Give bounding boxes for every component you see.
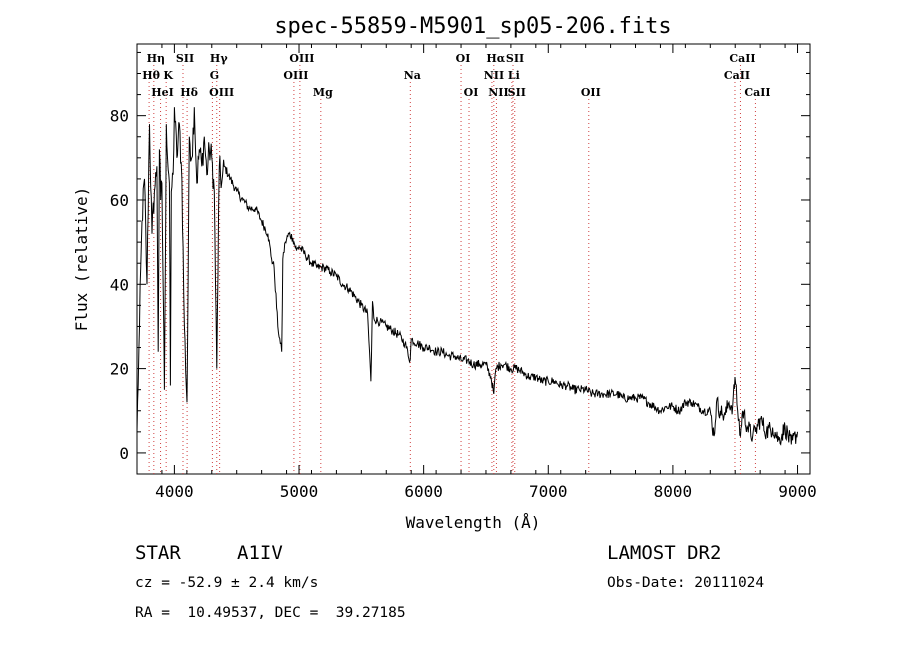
chart-title: spec-55859-M5901_sp05-206.fits — [274, 14, 671, 39]
redshift-velocity: cz = -52.9 ± 2.4 km/s — [135, 575, 319, 591]
object-class: STAR — [135, 542, 181, 564]
x-tick-label: 6000 — [404, 482, 443, 501]
axis-tick-labels: 4000 5000 6000 7000 8000 9000 0 20 40 60 80 — [110, 107, 817, 501]
spectral-line-label: CaII — [744, 86, 770, 99]
x-tick-label: 8000 — [654, 482, 693, 501]
spectral-line-label: SII — [508, 86, 526, 99]
spectral-line-label: HeI — [151, 86, 174, 99]
x-axis-label: Wavelength (Å) — [406, 513, 541, 532]
object-subclass: A1IV — [237, 542, 283, 564]
spectral-line-label: Hη — [147, 52, 165, 65]
spectral-line-label: OI — [456, 52, 471, 65]
spectral-line-markers — [148, 65, 756, 474]
y-axis-label: Flux (relative) — [72, 187, 91, 332]
spectral-line-label: Mg — [313, 86, 333, 99]
y-tick-label: 60 — [110, 191, 129, 210]
spectral-line-label: SII — [176, 52, 194, 65]
spectral-line-label: CaII — [729, 52, 755, 65]
spectral-line-label: OIII — [209, 86, 234, 99]
spectral-line-label: SII — [506, 52, 524, 65]
spectral-line-label: NII — [484, 69, 504, 82]
y-tick-label: 40 — [110, 275, 129, 294]
y-tick-label: 80 — [110, 107, 129, 126]
spectral-line-label: K — [163, 69, 173, 82]
x-tick-label: 7000 — [529, 482, 568, 501]
plot-frame — [136, 43, 811, 475]
spectral-line-label: Hα — [486, 52, 505, 65]
spectral-line-label: OIII — [283, 69, 308, 82]
sky-coordinates: RA = 10.49537, DEC = 39.27185 — [135, 605, 406, 621]
y-tick-label: 0 — [119, 444, 129, 463]
y-tick-label: 20 — [110, 360, 129, 379]
spectral-line-label: Na — [404, 69, 421, 82]
spectral-line-label: G — [210, 69, 219, 82]
x-tick-label: 5000 — [280, 482, 319, 501]
observation-date: Obs-Date: 20111024 — [607, 575, 765, 591]
spectral-line-label: NII — [488, 86, 508, 99]
survey-name: LAMOST DR2 — [607, 542, 722, 564]
spectral-line-label: Hδ — [180, 86, 198, 99]
spectral-line-label: CaII — [724, 69, 750, 82]
x-tick-label: 4000 — [155, 482, 194, 501]
spectral-line-label: OI — [464, 86, 479, 99]
spectral-line-label: OII — [581, 86, 601, 99]
x-tick-label: 9000 — [778, 482, 817, 501]
spectral-line-label: OIII — [289, 52, 314, 65]
spectrum-series-line — [136, 107, 798, 446]
spectral-line-label: Hθ — [142, 69, 160, 82]
spectral-line-label: Li — [508, 69, 520, 82]
spectral-line-label: Hγ — [210, 52, 228, 65]
